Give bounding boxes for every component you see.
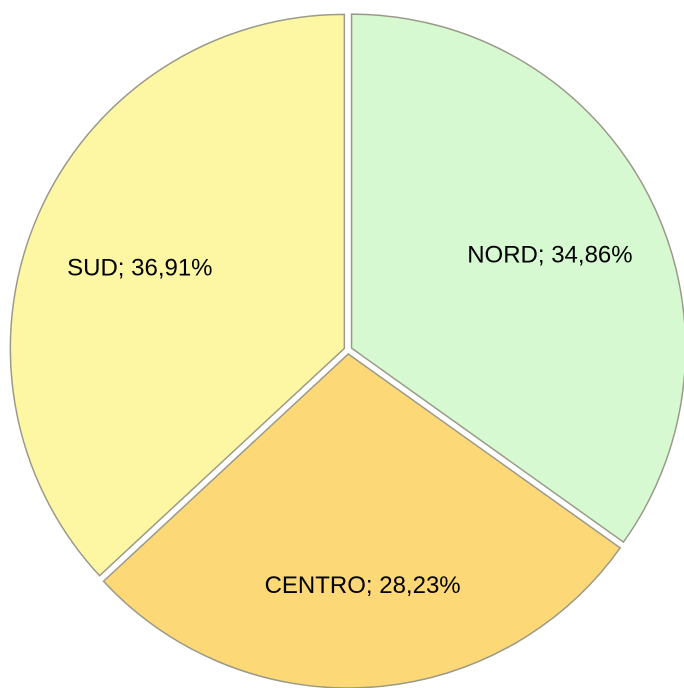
- pie-slice: [102, 353, 622, 688]
- data-label: NORD; 34,86%: [467, 241, 632, 268]
- pie-slice: [350, 13, 684, 544]
- pie-slice: [9, 13, 346, 577]
- data-label: SUD; 36,91%: [67, 255, 212, 282]
- data-label: CENTRO; 28,23%: [265, 572, 461, 599]
